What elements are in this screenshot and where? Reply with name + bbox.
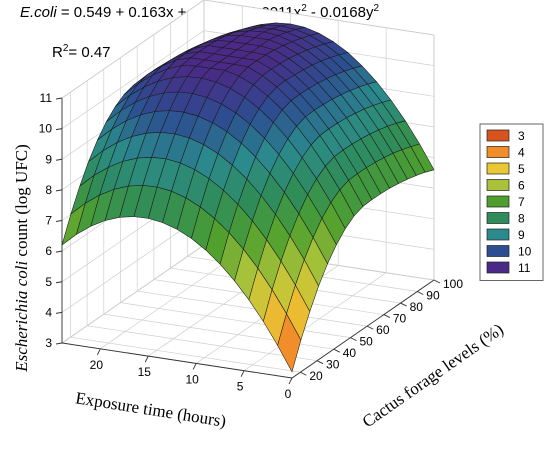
z-tick-mark <box>55 97 63 100</box>
x-tick-mark <box>192 363 197 370</box>
wall-gridline <box>86 80 318 362</box>
y-tick-mark <box>383 314 391 318</box>
z-tick-label: 10 <box>39 122 53 136</box>
equation-rhs-2: - 0.0168y <box>306 4 374 21</box>
x-tick-mark <box>96 348 101 356</box>
y-tick-label: 70 <box>393 312 407 326</box>
legend-swatch <box>486 129 510 142</box>
z-tick-mark <box>55 281 63 284</box>
z-tick-label: 5 <box>45 275 52 289</box>
y-tick-label: 90 <box>426 289 440 303</box>
equation-sup-1: 2 <box>301 3 307 14</box>
surface-patch <box>277 313 302 373</box>
x-axis-title: Exposure time (hours) <box>74 388 227 431</box>
legend-swatch <box>486 261 510 274</box>
y-tick-mark <box>400 302 407 307</box>
legend-label: 4 <box>518 146 525 160</box>
legend-swatch <box>486 146 510 158</box>
wall-gridline <box>61 0 435 99</box>
legend-label: 3 <box>518 129 525 143</box>
legend-swatch <box>486 162 510 175</box>
x-tick-label: 15 <box>138 365 152 379</box>
z-tick-label: 6 <box>45 244 52 258</box>
wall-gridline <box>70 92 301 373</box>
z-tick-mark <box>55 128 63 131</box>
legend-swatch <box>486 245 510 257</box>
y-tick-label: 100 <box>443 277 463 291</box>
y-tick-mark <box>300 371 307 376</box>
x-tick-label: 5 <box>237 380 244 394</box>
y-tick-mark <box>350 337 357 342</box>
y-tick-label: 80 <box>410 300 424 314</box>
z-tick-label: 9 <box>45 152 52 166</box>
legend-label: 10 <box>518 245 532 259</box>
y-tick-mark <box>366 325 374 330</box>
z-tick-label: 4 <box>45 305 52 319</box>
response-surface <box>61 22 435 373</box>
legend-label: 11 <box>518 261 531 275</box>
y-tick-label: 30 <box>326 358 340 372</box>
z-tick-label: 7 <box>45 214 52 228</box>
z-tick-label: 3 <box>45 336 52 350</box>
equation-lhs: E.coli <box>20 4 57 21</box>
y-tick-label: 50 <box>359 335 373 349</box>
y-tick-mark <box>433 279 441 284</box>
z-tick-mark <box>55 220 63 222</box>
equation-sup-2: 2 <box>373 3 380 14</box>
y-tick-label: 60 <box>376 323 390 337</box>
z-tick-mark <box>55 342 63 345</box>
x-tick-label: 20 <box>90 358 104 372</box>
x-tick-label: 10 <box>185 372 199 386</box>
x-tick-label: 0 <box>285 387 292 401</box>
legend-label: 9 <box>518 228 525 242</box>
legend-swatch <box>486 212 510 224</box>
y-tick-mark <box>316 360 324 365</box>
legend-label: 6 <box>518 179 525 193</box>
x-tick-mark <box>288 377 293 385</box>
x-tick-mark <box>144 355 149 363</box>
y-tick-mark <box>333 348 340 353</box>
y-tick-label: 20 <box>309 369 323 383</box>
x-tick-mark <box>240 370 245 377</box>
z-tick-label: 11 <box>40 91 53 105</box>
r2-sup: 2 <box>62 43 69 54</box>
legend-swatch <box>486 195 510 208</box>
legend-swatch <box>486 228 510 241</box>
r2-value: = 0.47 <box>68 44 111 61</box>
legend-label: 8 <box>518 212 525 226</box>
r2-label: R <box>52 44 63 61</box>
z-tick-mark <box>55 189 63 192</box>
r-squared-line: R2= 0.47 <box>52 43 111 62</box>
y-tick-mark <box>417 291 424 295</box>
z-axis-title-rest: count (log UFC) <box>12 144 31 261</box>
z-tick-label: 8 <box>45 183 52 197</box>
legend-label: 5 <box>518 162 525 176</box>
z-axis-title: Escherichia coli count (log UFC) <box>12 144 31 373</box>
z-tick-mark <box>55 250 63 253</box>
z-tick-mark <box>55 158 63 161</box>
legend-swatch <box>486 179 510 191</box>
z-tick-mark <box>55 311 63 314</box>
y-tick-label: 40 <box>343 346 357 360</box>
legend: 3 4 5 6 7 8 9 10 11 <box>479 123 544 281</box>
z-axis-title-italic: Escherichia coli <box>12 261 31 373</box>
legend-label: 7 <box>518 195 525 209</box>
